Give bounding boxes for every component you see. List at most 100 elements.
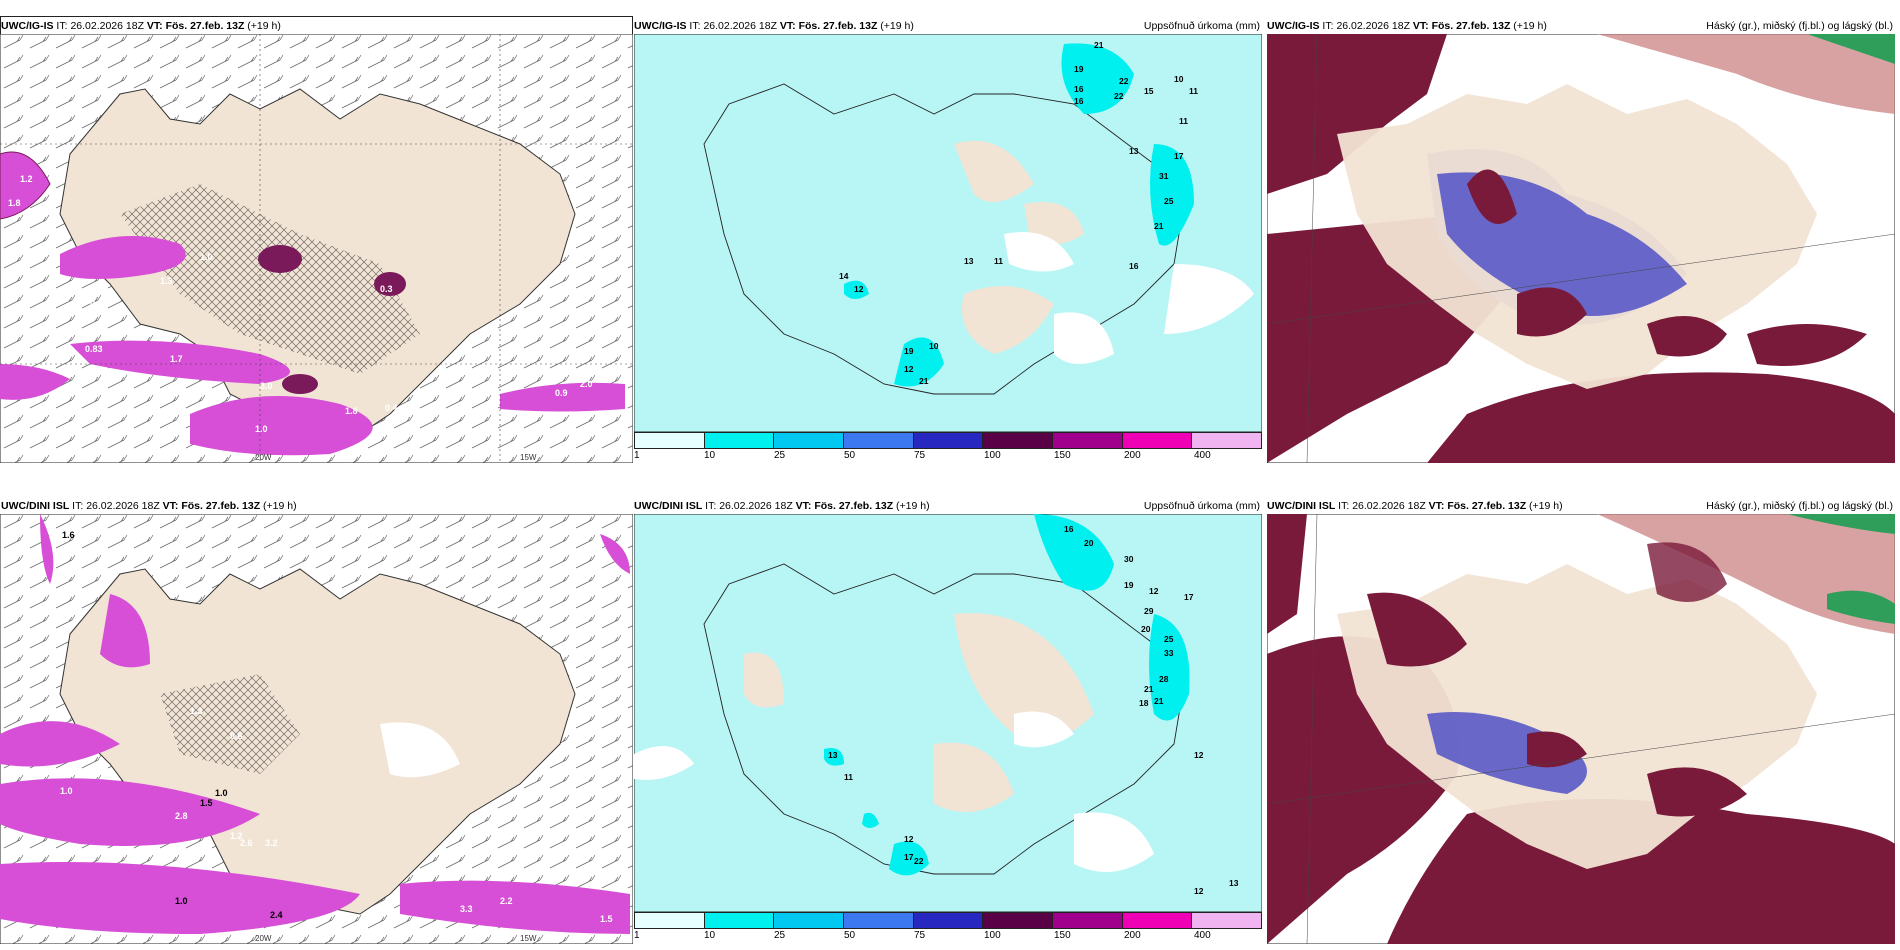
svg-text:33: 33	[1164, 648, 1174, 658]
svg-text:20W: 20W	[255, 934, 272, 943]
svg-text:11: 11	[994, 256, 1003, 266]
colorbar-top	[634, 432, 1262, 449]
svg-text:22: 22	[914, 856, 924, 866]
panel-title: Háský (gr.), miðský (fj.bl.) og lágský (…	[1706, 500, 1893, 512]
svg-text:16: 16	[1064, 524, 1074, 534]
svg-text:1.6: 1.6	[62, 530, 75, 540]
colorbar-label: 100	[984, 930, 1001, 941]
header-bottom-left: UWC/DINI ISL IT: 26.02.2026 18Z VT: Fös.…	[1, 500, 297, 512]
svg-text:13: 13	[828, 750, 838, 760]
colorbar-swatch	[1192, 913, 1262, 928]
svg-text:17: 17	[1174, 151, 1184, 161]
svg-text:1.5: 1.5	[200, 798, 213, 808]
svg-text:21: 21	[919, 376, 929, 386]
colorbar-swatch	[1053, 913, 1123, 928]
colorbar-label: 200	[1124, 450, 1141, 461]
svg-text:12: 12	[904, 834, 914, 844]
svg-text:19: 19	[1124, 580, 1134, 590]
svg-text:1.0: 1.0	[60, 786, 73, 796]
svg-text:21: 21	[1154, 221, 1164, 231]
lon-label: 20W	[255, 453, 272, 462]
svg-text:1.2: 1.2	[20, 174, 33, 184]
svg-text:1.2: 1.2	[230, 831, 243, 841]
svg-text:25: 25	[1164, 196, 1174, 206]
svg-text:15W: 15W	[520, 453, 537, 462]
svg-text:19: 19	[904, 346, 914, 356]
cloud-map-top	[1267, 34, 1895, 463]
svg-text:13: 13	[1229, 878, 1239, 888]
colorbar-swatch	[1122, 913, 1193, 928]
svg-text:16: 16	[1129, 261, 1139, 271]
colorbar-swatch	[844, 913, 914, 928]
svg-text:3.3: 3.3	[460, 904, 473, 914]
colorbar-swatch	[983, 913, 1054, 928]
svg-text:18: 18	[1139, 698, 1149, 708]
colorbar-label: 25	[774, 450, 786, 461]
header-bottom-middle: UWC/DINI ISL IT: 26.02.2026 18Z VT: Fös.…	[634, 500, 1260, 512]
svg-text:12: 12	[1149, 586, 1159, 596]
svg-text:15W: 15W	[520, 934, 537, 943]
colorbar-swatch	[635, 913, 705, 928]
svg-text:0.3: 0.3	[380, 284, 393, 294]
colorbar-label: 50	[844, 450, 856, 461]
svg-text:13: 13	[1129, 146, 1139, 156]
colorbar-label: 10	[704, 930, 716, 941]
svg-text:2.8: 2.8	[175, 811, 188, 821]
panel-title: Háský (gr.), miðský (fj.bl.) og lágský (…	[1706, 20, 1893, 32]
svg-text:11: 11	[844, 772, 853, 782]
svg-text:1.0: 1.0	[255, 424, 268, 434]
svg-text:20: 20	[1084, 538, 1094, 548]
svg-text:0.4: 0.4	[385, 403, 398, 413]
svg-text:0.9: 0.9	[555, 388, 568, 398]
svg-text:16: 16	[1074, 96, 1084, 106]
colorbar-swatch	[1122, 433, 1193, 448]
precip-map-bottom: 16 20 30 19 12 17 29 20 25 33 28 21 18 21 12 12 13 22…	[634, 514, 1262, 912]
wind-precip-map-top: 1.2 1.8 1.3 1.0 0.4 0.3 0.83 1.7 2.0 1.0 1.8 3.…	[0, 34, 633, 463]
svg-text:3.2: 3.2	[265, 838, 278, 848]
colorbar-label: 150	[1054, 450, 1071, 461]
colorbar-swatch	[704, 913, 775, 928]
svg-text:0.4: 0.4	[90, 298, 103, 308]
svg-text:11: 11	[1179, 116, 1188, 126]
colorbar-label: 100	[984, 450, 1001, 461]
colorbar-swatch	[774, 913, 845, 928]
svg-text:31: 31	[1159, 171, 1169, 181]
svg-text:12: 12	[904, 364, 914, 374]
colorbar-swatch	[1192, 433, 1262, 448]
svg-text:22: 22	[1119, 76, 1129, 86]
colorbar-labels-bottom: 1 10 25 50 75 100 150 200 400	[634, 930, 1262, 942]
svg-text:25: 25	[1164, 634, 1174, 644]
colorbar-swatch	[774, 433, 845, 448]
svg-text:1.0: 1.0	[175, 896, 188, 906]
svg-text:16: 16	[1074, 84, 1084, 94]
header-top-left: UWC/IG-IS IT: 26.02.2026 18Z VT: Fös. 27…	[1, 20, 281, 32]
svg-text:1.3: 1.3	[160, 276, 173, 286]
svg-text:1.3: 1.3	[190, 706, 203, 716]
svg-text:13: 13	[964, 256, 974, 266]
colorbar-label: 10	[704, 450, 716, 461]
wind-precip-map-bottom: 1.61.30.6 1.02.82.6 3.2 1.21.01.5 1.02.42…	[0, 514, 633, 944]
colorbar-label: 25	[774, 930, 786, 941]
colorbar-label: 50	[844, 930, 856, 941]
svg-text:10: 10	[1174, 74, 1184, 84]
svg-text:1.5: 1.5	[600, 914, 613, 924]
colorbar-label: 75	[914, 450, 926, 461]
colorbar-swatch	[635, 433, 705, 448]
svg-text:12: 12	[854, 284, 864, 294]
svg-text:19: 19	[1074, 64, 1084, 74]
colorbar-label: 75	[914, 930, 926, 941]
svg-text:17: 17	[1184, 592, 1194, 602]
colorbar-labels-top: 1 10 25 50 75 100 150 200 400	[634, 450, 1262, 462]
svg-text:2.2: 2.2	[500, 896, 513, 906]
svg-text:0.6: 0.6	[230, 731, 243, 741]
svg-text:20: 20	[1141, 624, 1151, 634]
svg-text:1.0: 1.0	[200, 252, 213, 262]
svg-text:1.8: 1.8	[8, 198, 21, 208]
colorbar-label: 400	[1194, 450, 1211, 461]
svg-text:12: 12	[1194, 750, 1204, 760]
svg-text:2.4: 2.4	[270, 910, 283, 920]
colorbar-swatch	[1053, 433, 1123, 448]
colorbar-bottom	[634, 912, 1262, 929]
colorbar-swatch	[844, 433, 914, 448]
header-top-middle: UWC/IG-IS IT: 26.02.2026 18Z VT: Fös. 27…	[634, 20, 1260, 32]
